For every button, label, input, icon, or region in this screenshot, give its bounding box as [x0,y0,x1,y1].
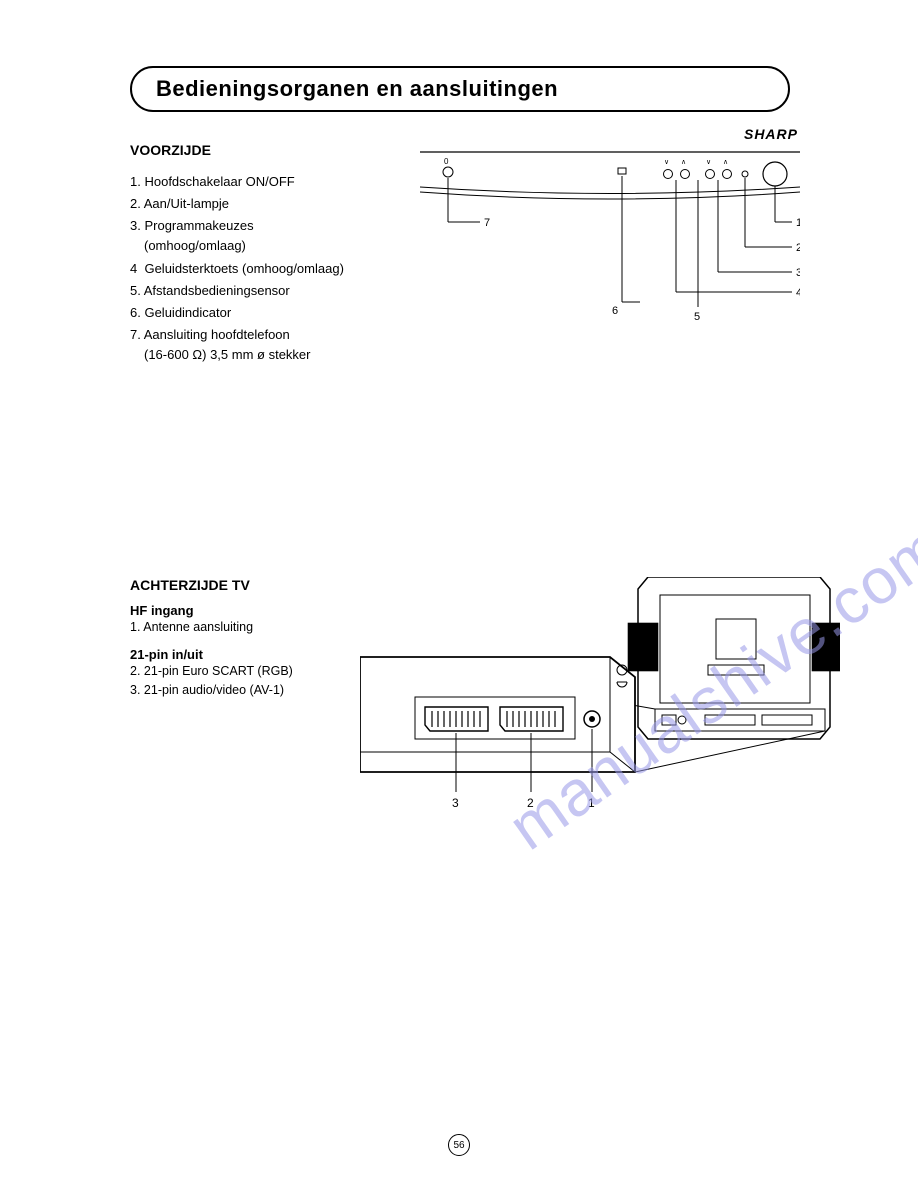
list-item: 1. Hoofdschakelaar ON/OFF [130,172,400,192]
rear-section: ACHTERZIJDE TV HF ingang 1. Antenne aans… [130,577,858,837]
brand-logo: SHARP [744,126,798,142]
callout-1: 1 [796,217,800,229]
callout-5: 5 [694,311,700,323]
title-bar: Bedieningsorganen en aansluitingen [130,66,790,112]
callout-2: 2 [796,242,800,254]
svg-text:∨: ∨ [664,159,669,166]
headphone-label: 0 [444,157,449,166]
list-item: 3. 21-pin audio/video (AV-1) [130,681,340,700]
svg-text:∨: ∨ [706,159,711,166]
list-item: 6. Geluidindicator [130,303,400,323]
list-item: 4 Geluidsterktoets (omhoog/omlaag) [130,259,400,279]
front-heading: VOORZIJDE [130,142,400,158]
page-number: 56 [448,1134,470,1156]
front-panel-svg: 0 ∨ ∧ ∨ ∧ 7 [420,142,800,352]
list-item: 3. Programmakeuzes(omhoog/omlaag) [130,216,400,256]
page-title: Bedieningsorganen en aansluitingen [156,76,764,102]
list-item: 5. Afstandsbedieningsensor [130,281,400,301]
list-item: 2. 21-pin Euro SCART (RGB) [130,662,340,681]
svg-text:∧: ∧ [681,159,686,166]
list-item: 7. Aansluiting hoofdtelefoon(16-600 Ω) 3… [130,325,400,365]
hf-list: 1. Antenne aansluiting [130,618,340,637]
rear-callout-1: 1 [588,796,595,810]
rear-callout-3: 3 [452,796,459,810]
rear-svg: 3 2 1 [360,577,840,837]
scart-title: 21-pin in/uit [130,647,340,662]
list-item: 2. Aan/Uit-lampje [130,194,400,214]
front-item-list: 1. Hoofdschakelaar ON/OFF 2. Aan/Uit-lam… [130,172,400,365]
front-section: VOORZIJDE 1. Hoofdschakelaar ON/OFF 2. A… [130,142,858,367]
callout-3: 3 [796,267,800,279]
callout-7: 7 [484,217,490,229]
callout-4: 4 [796,287,800,299]
scart-list: 2. 21-pin Euro SCART (RGB) 3. 21-pin aud… [130,662,340,700]
list-item: 1. Antenne aansluiting [130,618,340,637]
front-diagram: SHARP 0 ∨ ∧ ∨ ∧ [420,142,858,352]
hf-title: HF ingang [130,603,340,618]
manual-page: Bedieningsorganen en aansluitingen VOORZ… [0,0,918,1188]
callout-6: 6 [612,305,618,317]
rear-callout-2: 2 [527,796,534,810]
front-text: VOORZIJDE 1. Hoofdschakelaar ON/OFF 2. A… [130,142,400,367]
rear-diagram: 3 2 1 [360,577,858,837]
svg-text:∧: ∧ [723,159,728,166]
rear-text: ACHTERZIJDE TV HF ingang 1. Antenne aans… [130,577,340,699]
rear-heading: ACHTERZIJDE TV [130,577,340,593]
